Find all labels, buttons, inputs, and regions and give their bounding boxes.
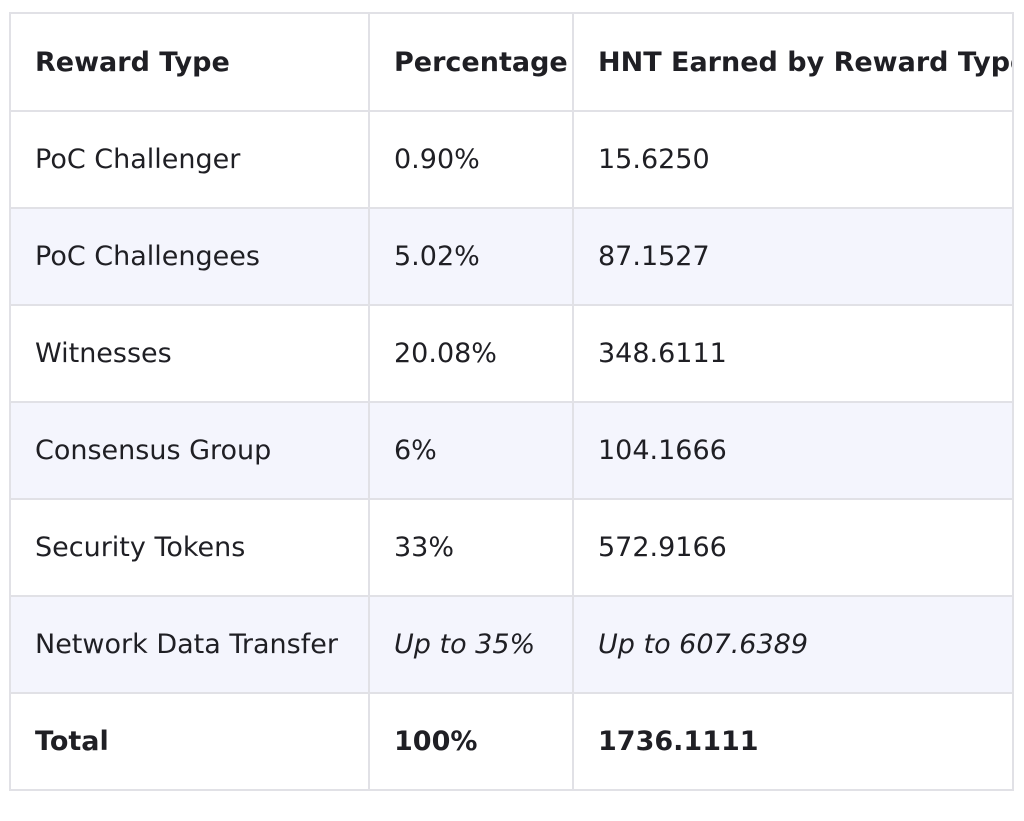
- total-row: Total 100% 1736.1111: [9, 692, 1014, 791]
- table-row: Network Data Transfer Up to 35% Up to 60…: [9, 595, 1014, 694]
- cell-hnt-earned: 348.6111: [572, 304, 1014, 403]
- cell-percentage: 5.02%: [368, 207, 574, 306]
- cell-reward-type: Consensus Group: [9, 401, 370, 500]
- table-header: Reward Type Percentage HNT Earned by Rew…: [9, 12, 1014, 112]
- header-row: Reward Type Percentage HNT Earned by Rew…: [9, 12, 1014, 112]
- table-body: PoC Challenger 0.90% 15.6250 PoC Challen…: [9, 110, 1014, 791]
- reward-table: Reward Type Percentage HNT Earned by Rew…: [9, 12, 1014, 791]
- cell-reward-type: Network Data Transfer: [9, 595, 370, 694]
- table-row: Consensus Group 6% 104.1666: [9, 401, 1014, 500]
- cell-total-label: Total: [9, 692, 370, 791]
- table-row: PoC Challenger 0.90% 15.6250: [9, 110, 1014, 209]
- cell-reward-type: Witnesses: [9, 304, 370, 403]
- cell-hnt-earned: 572.9166: [572, 498, 1014, 597]
- header-hnt-earned: HNT Earned by Reward Type: [572, 12, 1014, 112]
- cell-reward-type: PoC Challengees: [9, 207, 370, 306]
- reward-table-container: Reward Type Percentage HNT Earned by Rew…: [9, 12, 1014, 791]
- cell-percentage: 0.90%: [368, 110, 574, 209]
- cell-percentage: 20.08%: [368, 304, 574, 403]
- cell-hnt-earned: 87.1527: [572, 207, 1014, 306]
- cell-percentage: Up to 35%: [368, 595, 574, 694]
- table-row: PoC Challengees 5.02% 87.1527: [9, 207, 1014, 306]
- table-row: Witnesses 20.08% 348.6111: [9, 304, 1014, 403]
- cell-percentage: 33%: [368, 498, 574, 597]
- cell-total-hnt: 1736.1111: [572, 692, 1014, 791]
- cell-percentage: 6%: [368, 401, 574, 500]
- cell-reward-type: Security Tokens: [9, 498, 370, 597]
- cell-hnt-earned: 15.6250: [572, 110, 1014, 209]
- table-row: Security Tokens 33% 572.9166: [9, 498, 1014, 597]
- header-reward-type: Reward Type: [9, 12, 370, 112]
- header-percentage: Percentage: [368, 12, 574, 112]
- cell-reward-type: PoC Challenger: [9, 110, 370, 209]
- cell-total-percentage: 100%: [368, 692, 574, 791]
- cell-hnt-earned: Up to 607.6389: [572, 595, 1014, 694]
- cell-hnt-earned: 104.1666: [572, 401, 1014, 500]
